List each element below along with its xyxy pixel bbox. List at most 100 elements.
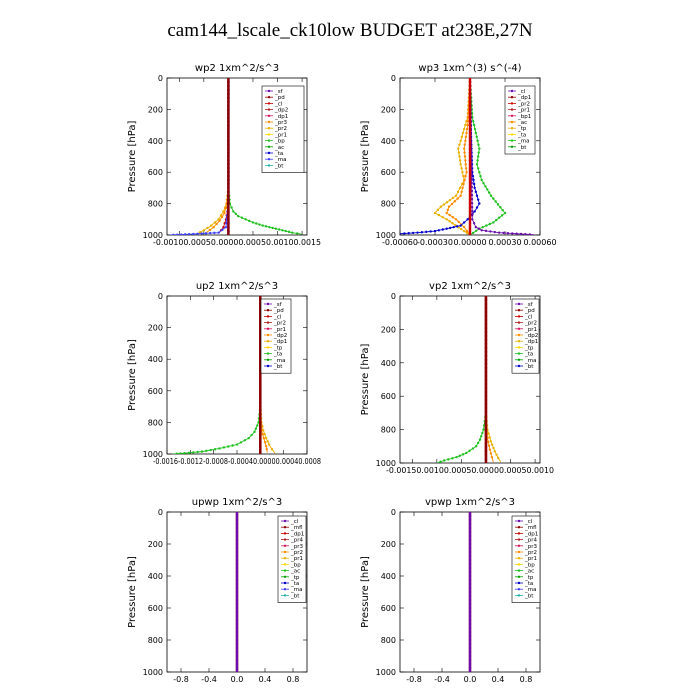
legend-marker (267, 164, 271, 167)
y-tick-label: 600 (381, 168, 396, 177)
series-marker (468, 598, 472, 602)
series-marker (468, 174, 472, 178)
series-marker (476, 198, 480, 201)
series-marker (451, 222, 454, 225)
legend-label: _pr1 (524, 327, 537, 333)
series-marker (235, 522, 239, 526)
series-marker (474, 190, 478, 194)
series-marker (458, 155, 461, 158)
x-tick-label: -0.00030 (417, 238, 453, 247)
series-marker (456, 197, 459, 200)
x-tick-label: 0.0 (464, 675, 477, 684)
series-marker (218, 447, 221, 450)
y-tick-label: 400 (148, 355, 163, 364)
series-marker (484, 398, 488, 401)
y-tick-label: 200 (148, 105, 163, 114)
legend-marker (266, 364, 270, 368)
legend-label: _sf (274, 89, 284, 95)
legend-label: _pr2 (524, 321, 537, 327)
legend-label: _dp2 (273, 333, 287, 339)
y-tick-label: 0 (391, 508, 396, 517)
series-marker (227, 119, 230, 123)
series-marker (484, 314, 488, 318)
y-axis-label: Pressure [hPa] (360, 556, 371, 628)
series-marker (477, 151, 480, 154)
series-marker (227, 210, 230, 213)
series-marker (235, 578, 239, 582)
series-marker (235, 594, 239, 598)
legend-marker (283, 550, 287, 554)
series-marker (441, 228, 444, 231)
series-marker (456, 190, 460, 194)
series-marker (488, 448, 492, 451)
y-tick-label: 1000 (143, 231, 163, 240)
y-tick-label: 600 (148, 604, 163, 613)
legend-marker (267, 108, 271, 111)
legend-marker (267, 96, 271, 99)
series-marker (213, 231, 216, 235)
series-marker (468, 554, 472, 558)
legend: _cl_mfl_dp1_pr4_pr3_pr2_pr1_bp_ac_tp_ta_… (277, 515, 307, 603)
series-marker (227, 151, 230, 154)
series-marker (462, 182, 465, 186)
series-marker (468, 518, 472, 522)
y-tick-label: 1000 (143, 450, 163, 459)
series-marker (484, 362, 488, 365)
series-marker (468, 84, 472, 88)
series-marker (235, 626, 239, 630)
series-marker (468, 127, 472, 131)
series-marker (457, 220, 460, 224)
legend-marker (267, 139, 271, 142)
series-marker (235, 658, 239, 662)
legend-marker (266, 315, 270, 318)
series-marker (471, 214, 474, 217)
series-marker (468, 151, 472, 154)
series-marker (468, 112, 472, 115)
y-tick-label: 0 (391, 292, 396, 301)
series-marker (473, 210, 476, 213)
series-marker (175, 452, 178, 454)
series-marker (183, 452, 186, 454)
legend-marker (517, 569, 521, 572)
series-marker (259, 373, 262, 377)
series-marker (461, 453, 465, 456)
legend-box (511, 515, 541, 603)
x-tick-label: 0.0 (231, 675, 244, 684)
series-marker (468, 116, 472, 119)
series-marker (281, 229, 284, 232)
series-marker (200, 450, 204, 453)
series-marker (466, 218, 469, 221)
series-marker (459, 163, 462, 166)
legend-label: _pr1 (273, 327, 286, 333)
series-marker (227, 96, 230, 99)
series-marker (235, 443, 239, 446)
series-marker (448, 220, 451, 223)
series-marker (468, 229, 472, 233)
series-marker (227, 100, 230, 103)
series-marker (227, 174, 230, 178)
series-marker (468, 214, 472, 217)
series-marker (227, 84, 230, 88)
series-marker (450, 202, 454, 206)
series-marker (443, 459, 446, 462)
series-marker (455, 225, 459, 228)
series-marker (468, 542, 472, 546)
series-marker (468, 622, 472, 626)
legend: _cl_dp1_pr2_pr1_bp1_ac_tp_ta_ma_bt (504, 85, 536, 155)
series-marker (484, 390, 488, 393)
series-marker (497, 216, 501, 219)
series-marker (484, 322, 488, 326)
series-marker (471, 447, 475, 450)
series-marker (235, 534, 239, 538)
series-marker (472, 178, 475, 182)
series-marker (259, 440, 262, 444)
legend-marker (510, 89, 514, 93)
series-marker (484, 330, 488, 333)
series-marker (403, 232, 406, 235)
legend-marker (283, 575, 287, 578)
legend-label: _bp (290, 562, 301, 568)
series-marker (492, 446, 495, 450)
legend-label: _bt (517, 145, 527, 151)
series-marker (224, 207, 227, 210)
series-marker (466, 123, 469, 127)
